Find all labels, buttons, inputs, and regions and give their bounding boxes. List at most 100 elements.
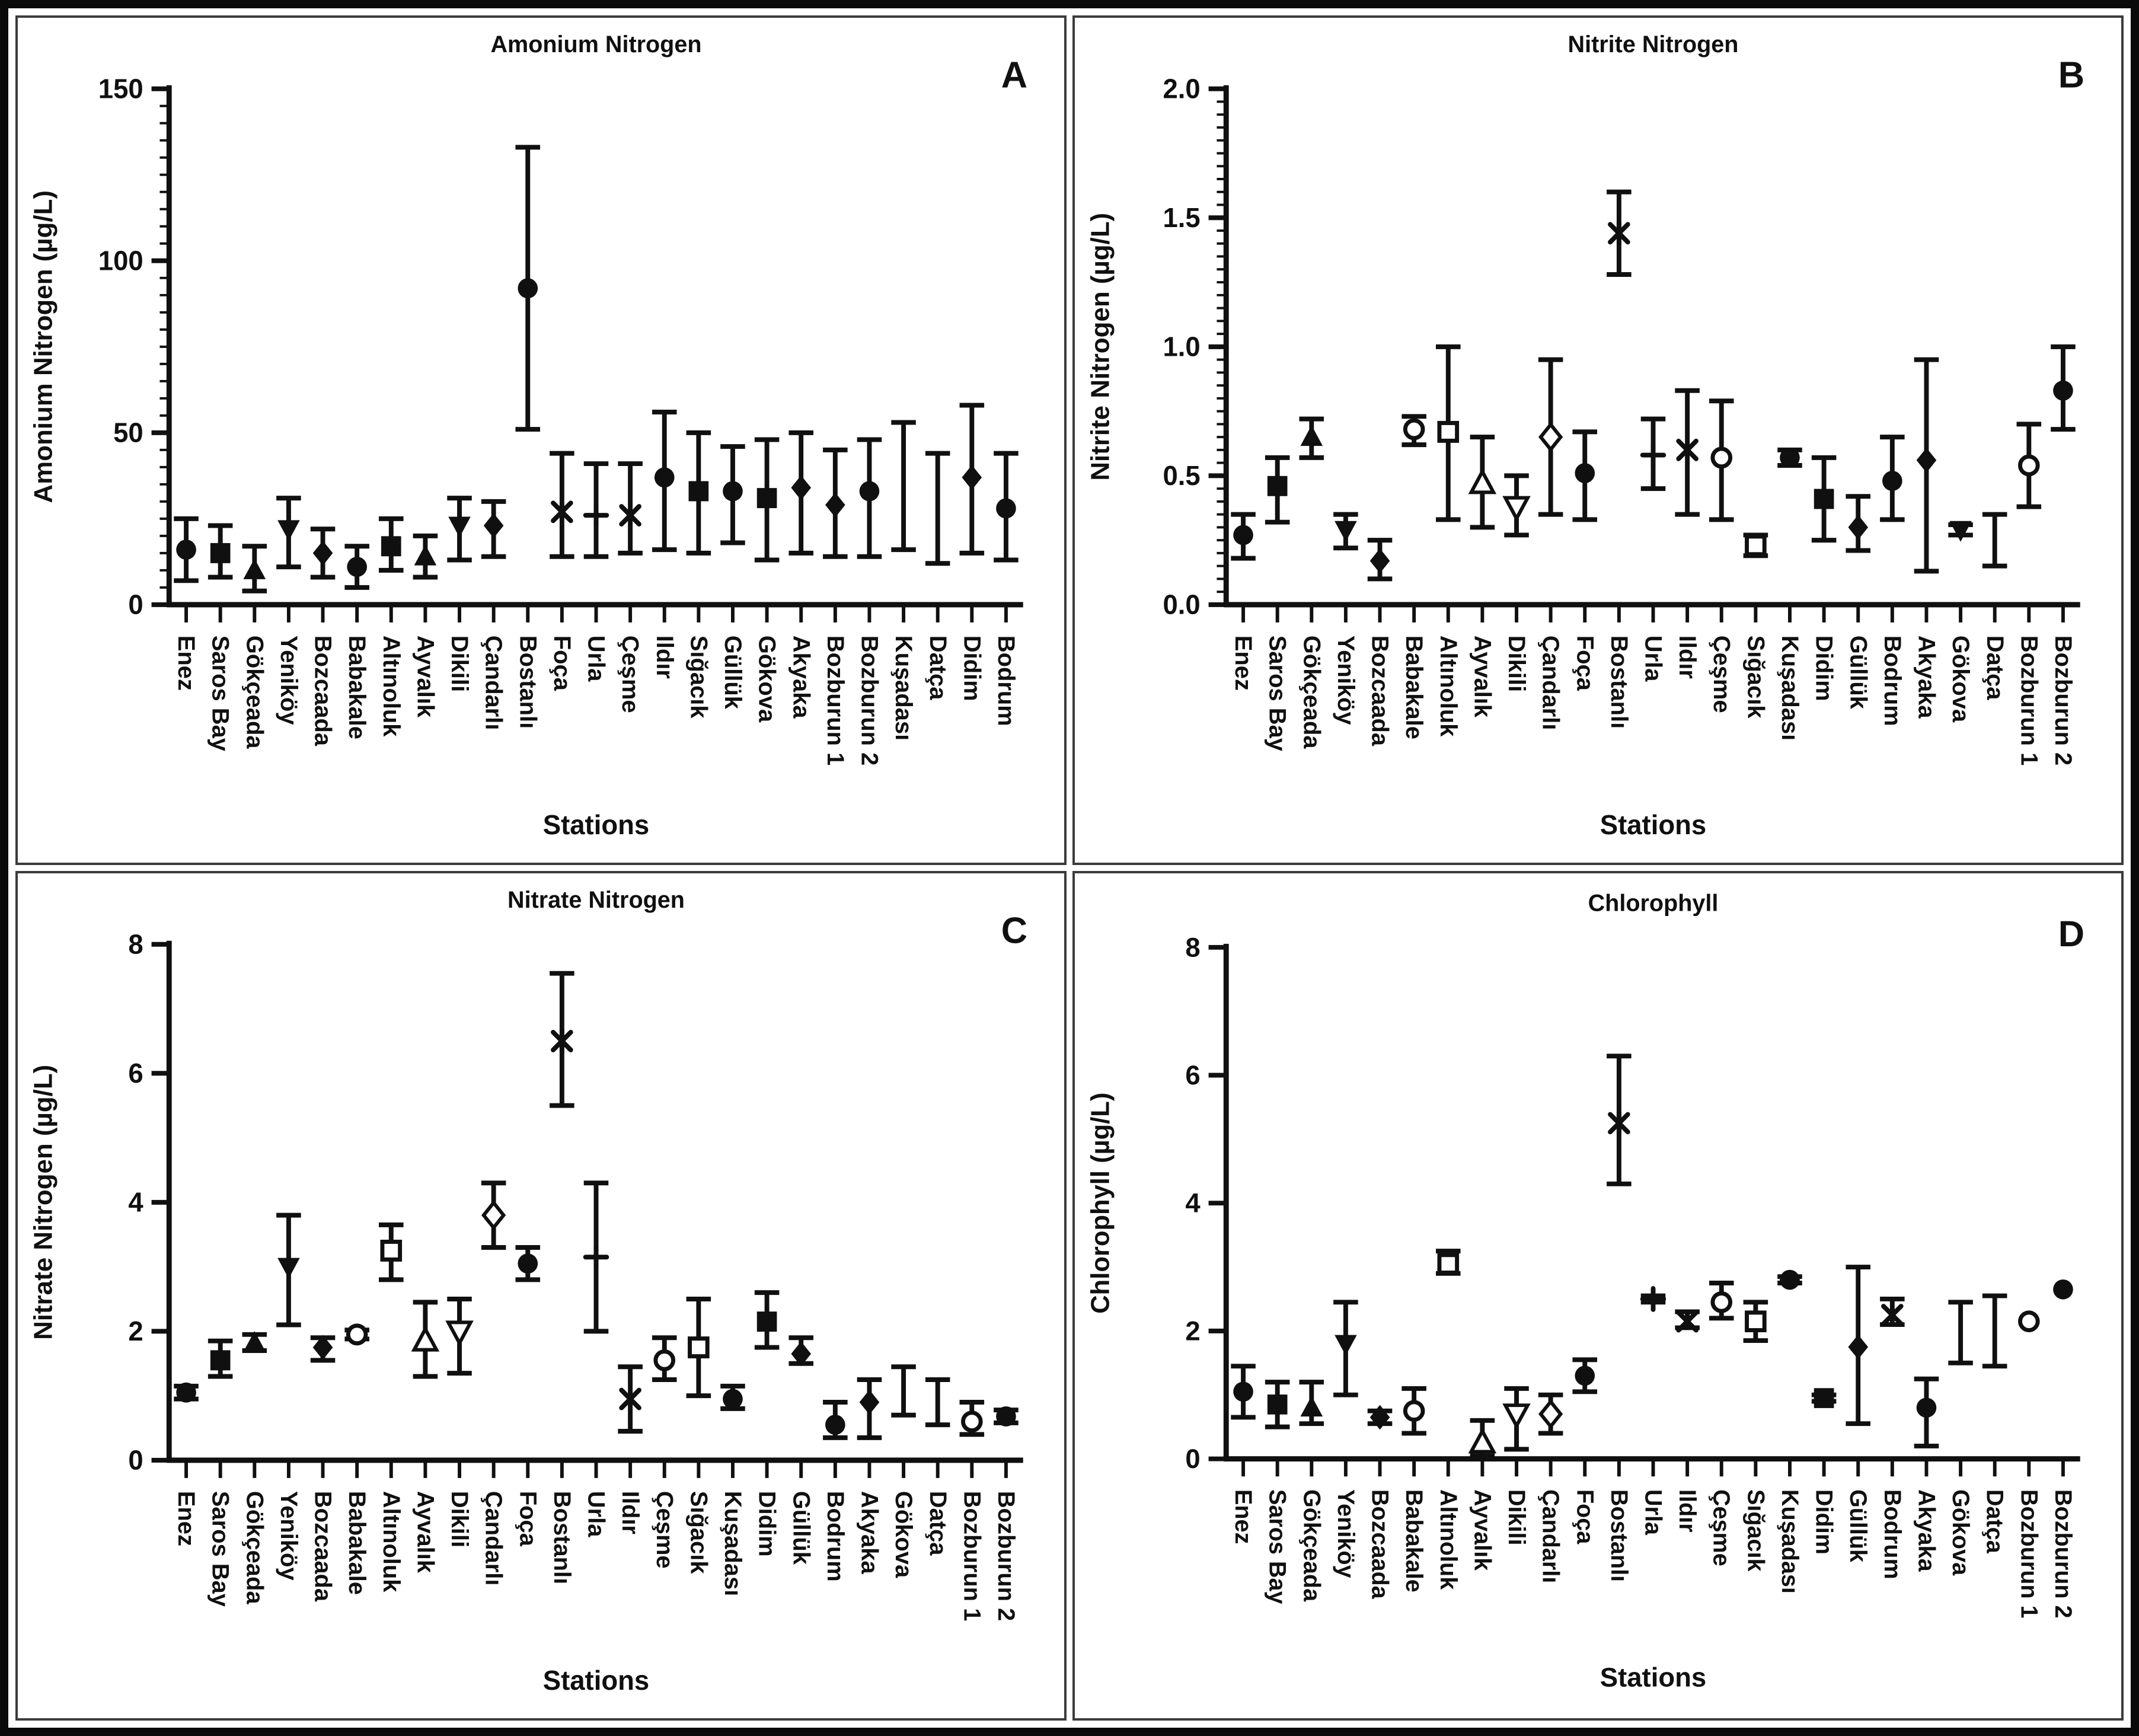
x-tick-label: Gökova	[890, 1491, 917, 1578]
x-tick-label: Kuşadası	[1777, 636, 1803, 741]
data-point-Güllük	[791, 1341, 812, 1367]
data-point-Altınoluk	[1437, 420, 1460, 443]
data-point-Babakale	[346, 1323, 368, 1346]
data-point-Bozcaada	[312, 1335, 333, 1360]
x-tick-label: Urla	[1640, 636, 1666, 682]
data-point-Bozburun 1	[825, 492, 845, 518]
x-tick-label: Ildır	[1674, 636, 1700, 679]
panel-D-letter: D	[2058, 913, 2084, 954]
panel-D-plot: Chlorophyll D Chlorophyll (µg/L) Stations 0 2…	[1086, 890, 2084, 1692]
y-tick-label: 50	[113, 417, 143, 448]
x-tick-label: Datça	[925, 636, 951, 701]
data-point-Didim	[1814, 489, 1834, 509]
data-point-Bozburun 2	[859, 481, 880, 502]
data-point-Akyaka	[791, 475, 812, 500]
y-tick-label: 1.5	[1163, 203, 1200, 233]
data-point-Bodrum	[825, 1415, 845, 1435]
x-tick-label: Altınoluk	[378, 1491, 404, 1593]
data-point-Sığacık	[688, 481, 709, 502]
x-tick-label: Saros Bay	[207, 1491, 234, 1607]
x-tick-label: Saros Bay	[1265, 636, 1291, 751]
x-tick-label: Bostanlı	[515, 636, 541, 729]
x-tick-label: Bodrum	[822, 1491, 848, 1582]
data-point-Urla	[1640, 442, 1666, 468]
y-tick-label: 8	[1185, 932, 1200, 962]
data-point-Bozburun 1	[2018, 454, 2040, 477]
data-point-Ayvalık	[1468, 468, 1497, 494]
data-point-Saros Bay	[210, 1350, 231, 1371]
x-tick-label: Çeşme	[652, 1491, 678, 1569]
x-tick-label: Yeniköy	[1333, 636, 1359, 725]
data-point-Sığacık	[1745, 534, 1767, 557]
data-point-Çandarlı	[483, 513, 504, 538]
data-point-Kuşadası	[1780, 1269, 1800, 1290]
x-tick-label: Foça	[1572, 1489, 1598, 1544]
data-point-Bostanlı	[1608, 1109, 1630, 1137]
x-tick-label: Babakale	[1401, 636, 1427, 739]
x-tick-label: Enez	[173, 1491, 199, 1546]
x-tick-label: Bozburun 1	[2016, 1489, 2042, 1619]
x-tick-label: Foça	[515, 1491, 541, 1547]
panel-D-y-axis-label: Chlorophyll (µg/L)	[1086, 1093, 1115, 1314]
panel-B-y-axis-label: Nitrite Nitrogen (µg/L)	[1086, 213, 1115, 481]
x-tick-label: Altınoluk	[378, 636, 404, 738]
data-point-Güllük	[723, 481, 743, 502]
panel-D-x-axis-label: Stations	[1600, 1662, 1707, 1692]
data-point-Urla	[583, 502, 609, 529]
data-point-Ildır	[1676, 438, 1699, 461]
x-tick-label: Datça	[1982, 1489, 2008, 1554]
y-tick-label: 6	[128, 1058, 143, 1089]
data-point-Bozcaada	[312, 540, 333, 566]
x-tick-label: Altınoluk	[1435, 1489, 1461, 1590]
data-point-Çandarlı	[1538, 1399, 1563, 1429]
y-tick-label: 1.0	[1163, 331, 1200, 362]
data-point-Urla	[1640, 1286, 1666, 1312]
data-point-Bozburun 2	[996, 1406, 1016, 1427]
x-tick-label: Çeşme	[1709, 636, 1735, 713]
x-tick-label: Gökova	[1948, 636, 1974, 723]
x-tick-label: Sığacık	[1742, 636, 1768, 719]
x-tick-label: Bodrum	[1879, 1489, 1905, 1579]
data-point-Yeniköy	[277, 1258, 300, 1279]
x-tick-label: Bozburun 2	[2050, 636, 2076, 765]
data-point-Akyaka	[859, 1390, 880, 1415]
x-tick-label: Ildır	[652, 636, 678, 679]
x-tick-label: Saros Bay	[1265, 1489, 1291, 1604]
data-point-Altınoluk	[381, 536, 401, 557]
x-tick-label: Dikili	[1503, 636, 1530, 692]
x-tick-label: Ildır	[617, 1491, 643, 1534]
x-tick-label: Didim	[754, 1491, 780, 1557]
data-point-Bostanlı	[518, 278, 538, 299]
data-point-Güllük	[1848, 1335, 1869, 1360]
x-tick-label: Yeniköy	[276, 1491, 302, 1581]
x-tick-label: Çandarlı	[1538, 636, 1564, 730]
data-point-Yeniköy	[277, 520, 300, 541]
data-point-Bodrum	[1882, 471, 1902, 492]
x-tick-label: Sığacık	[685, 636, 711, 719]
x-tick-label: Ildır	[1674, 1489, 1700, 1533]
x-tick-label: Bostanlı	[1606, 636, 1632, 729]
data-point-Bostanlı	[551, 1027, 573, 1055]
data-point-Bostanlı	[1608, 219, 1630, 247]
y-tick-label: 4	[1185, 1188, 1201, 1218]
data-point-Urla	[583, 1244, 609, 1271]
data-point-Yeniköy	[1335, 521, 1357, 542]
data-point-Didim	[962, 465, 982, 490]
data-point-Bodrum	[1881, 1304, 1904, 1326]
x-tick-label: Dikili	[446, 1491, 473, 1547]
y-tick-label: 6	[1185, 1060, 1200, 1090]
data-point-Saros Bay	[210, 542, 231, 563]
data-point-Ildır	[654, 467, 675, 488]
data-point-Ildır	[1676, 1310, 1699, 1333]
x-tick-label: Kuşadası	[1777, 1489, 1803, 1594]
data-point-Bozburun 1	[2018, 1310, 2040, 1332]
x-tick-label: Saros Bay	[207, 636, 234, 751]
data-point-Dikili	[445, 1320, 474, 1347]
data-point-Gökova	[1949, 521, 1972, 542]
panel-A-letter: A	[1001, 55, 1027, 96]
panel-C-letter: C	[1001, 911, 1027, 952]
x-tick-label: Bozburun 2	[2050, 1489, 2076, 1619]
x-tick-label: Bozburun 1	[2016, 636, 2042, 765]
y-tick-label: 0.5	[1163, 461, 1200, 491]
